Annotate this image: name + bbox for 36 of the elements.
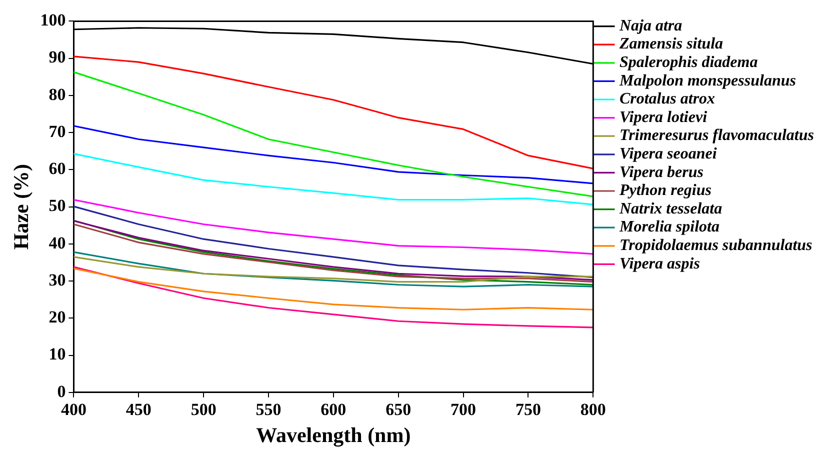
legend-label: Vipera aspis [619,255,700,272]
legend-label: Spalerophis diadema [619,54,758,72]
legend-label: Malpolon monspessulanus [618,72,796,90]
legend-label: Naja atra [618,17,682,34]
legend-label: Vipera seoanei [619,146,718,163]
x-tick-label: 600 [320,400,346,419]
y-tick-label: 100 [40,10,66,30]
legend-label: Tropidolaemus subannulatus [619,237,812,254]
y-tick-label: 40 [48,233,66,252]
y-tick-label: 0 [57,382,66,401]
x-tick-label: 550 [256,400,282,419]
legend-label: Zamensis situla [618,36,724,53]
x-tick-label: 700 [450,400,476,419]
x-tick-label: 750 [515,400,541,419]
x-tick-label: 400 [60,400,86,419]
legend-label: Vipera lotievi [619,108,708,126]
x-tick-label: 500 [190,400,216,419]
y-tick-label: 80 [48,84,66,104]
x-axis-title: Wavelength (nm) [256,422,411,447]
y-axis-title: Haze (%) [9,164,34,250]
y-tick-label: 60 [48,159,66,178]
legend-label: Morelia spilota [618,218,720,236]
legend-label: Crotalus atrox [619,90,716,108]
y-tick-label: 70 [48,122,66,141]
legend-label: Trimeresurus flavomaculatus [619,127,814,144]
legend-label: Python regius [618,182,712,200]
y-tick-label: 90 [48,48,66,67]
x-tick-label: 800 [580,400,606,419]
y-tick-label: 30 [48,270,66,290]
legend-label: Natrix tesselata [618,200,722,218]
x-tick-label: 650 [386,400,412,419]
y-tick-label: 10 [48,344,66,364]
y-tick-label: 50 [48,196,66,216]
legend-label: Vipera berus [619,164,704,181]
y-tick-label: 20 [48,308,66,327]
x-tick-label: 450 [126,400,152,419]
